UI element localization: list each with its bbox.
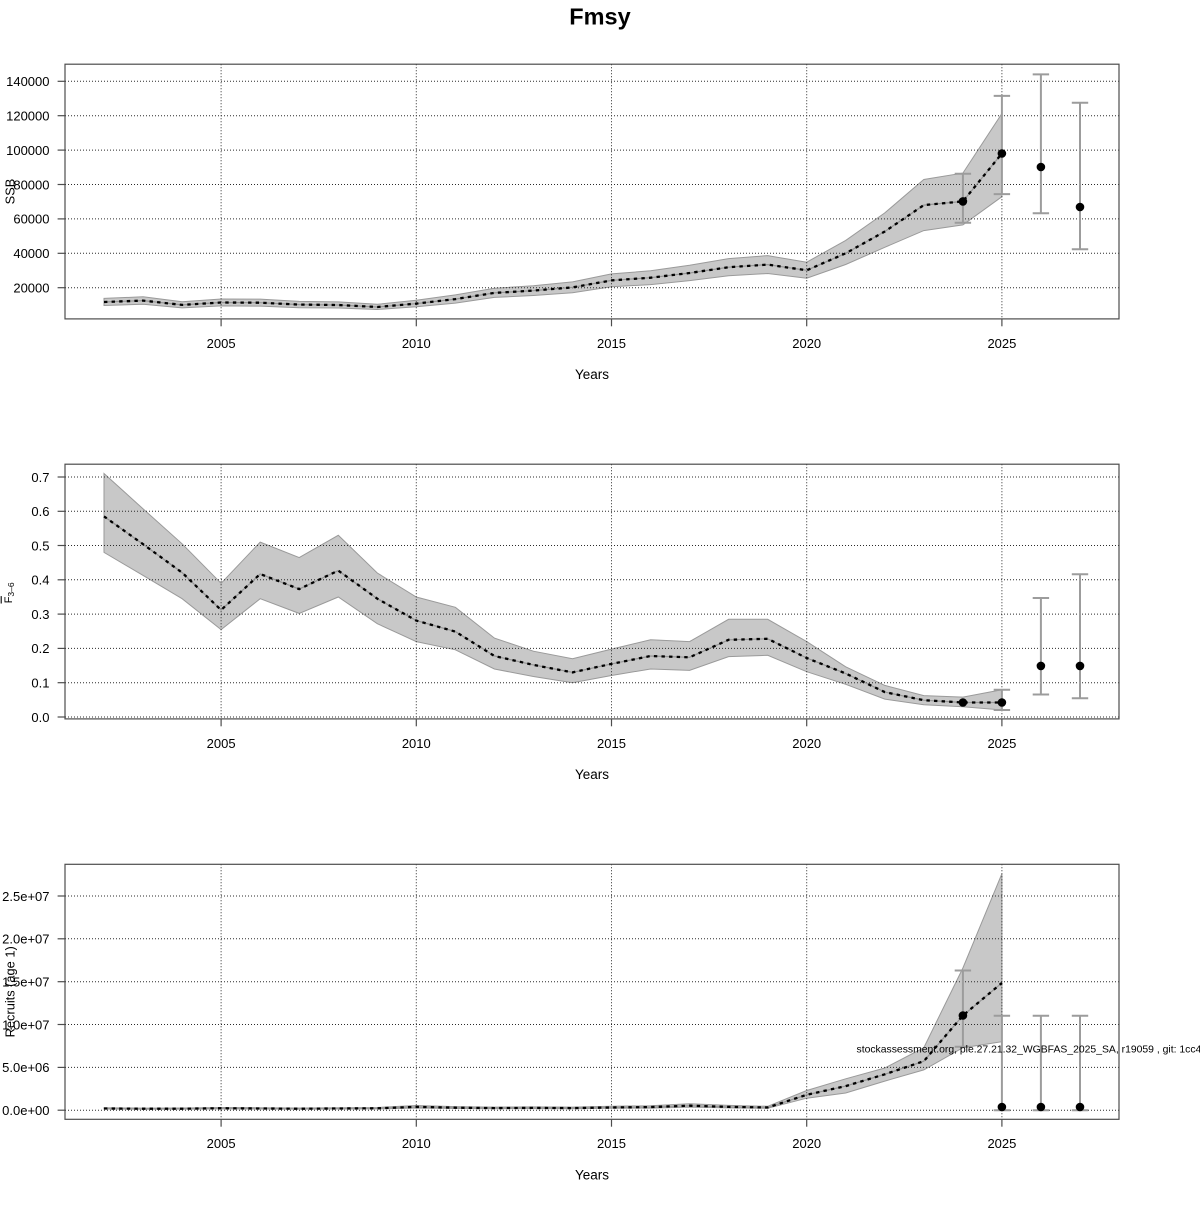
svg-text:2005: 2005 <box>207 736 236 751</box>
svg-text:5.0e+06: 5.0e+06 <box>2 1060 49 1075</box>
svg-text:SSB: SSB <box>2 179 17 205</box>
svg-text:2015: 2015 <box>597 1136 626 1151</box>
svg-text:Years: Years <box>575 367 609 382</box>
svg-text:2025: 2025 <box>987 1136 1016 1151</box>
svg-text:40000: 40000 <box>13 246 49 261</box>
svg-text:2015: 2015 <box>597 736 626 751</box>
svg-text:Recruits (age 1): Recruits (age 1) <box>2 946 17 1037</box>
svg-text:stockassessment.org, ple.27.21: stockassessment.org, ple.27.21.32_WGBFAS… <box>857 1045 1200 1056</box>
svg-text:2015: 2015 <box>597 336 626 351</box>
svg-text:2020: 2020 <box>792 736 821 751</box>
svg-text:0.4: 0.4 <box>31 573 49 588</box>
svg-text:60000: 60000 <box>13 212 49 227</box>
svg-text:2010: 2010 <box>402 1136 431 1151</box>
svg-text:Years: Years <box>575 1167 609 1182</box>
svg-text:Fmsy: Fmsy <box>569 4 630 30</box>
svg-text:0.5: 0.5 <box>31 538 49 553</box>
svg-text:100000: 100000 <box>6 143 49 158</box>
svg-text:0.6: 0.6 <box>31 504 49 519</box>
svg-text:0.2: 0.2 <box>31 641 49 656</box>
svg-text:120000: 120000 <box>6 109 49 124</box>
svg-text:2020: 2020 <box>792 1136 821 1151</box>
svg-text:2005: 2005 <box>207 336 236 351</box>
svg-text:0.1: 0.1 <box>31 676 49 691</box>
svg-text:2020: 2020 <box>792 336 821 351</box>
svg-text:0.0e+00: 0.0e+00 <box>2 1103 49 1118</box>
svg-text:2010: 2010 <box>402 736 431 751</box>
svg-text:140000: 140000 <box>6 74 49 89</box>
svg-text:0.0: 0.0 <box>31 710 49 725</box>
svg-text:2005: 2005 <box>207 1136 236 1151</box>
svg-text:2025: 2025 <box>987 336 1016 351</box>
svg-text:0.3: 0.3 <box>31 607 49 622</box>
svg-text:2010: 2010 <box>402 336 431 351</box>
svg-text:80000: 80000 <box>13 177 49 192</box>
svg-text:0.7: 0.7 <box>31 470 49 485</box>
svg-text:2025: 2025 <box>987 736 1016 751</box>
svg-text:20000: 20000 <box>13 281 49 296</box>
svg-text:Years: Years <box>575 767 609 782</box>
svg-text:2.5e+07: 2.5e+07 <box>2 889 49 904</box>
svg-text:2.0e+07: 2.0e+07 <box>2 932 49 947</box>
